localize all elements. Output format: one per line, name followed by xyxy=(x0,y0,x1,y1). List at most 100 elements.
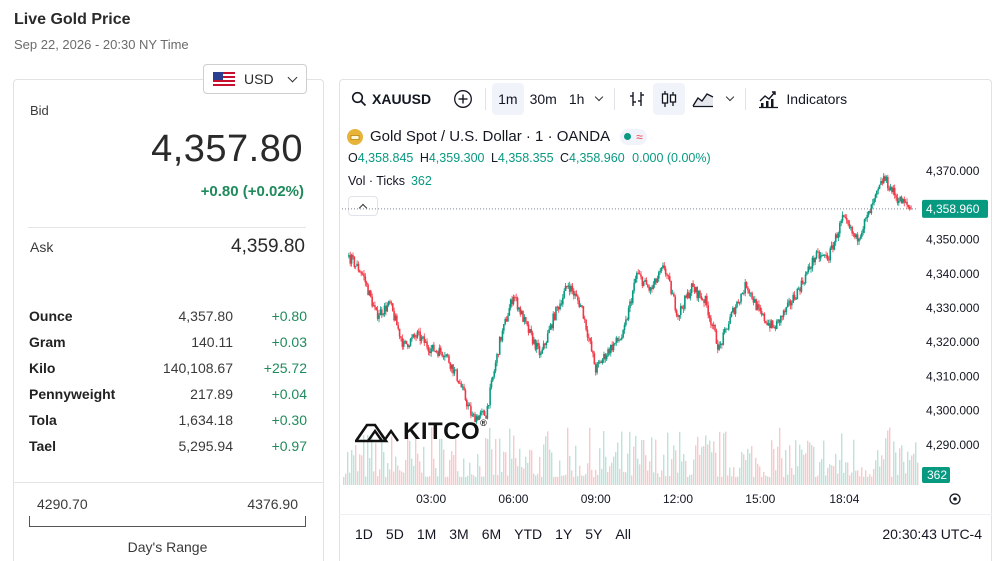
volume-bar xyxy=(415,433,417,485)
bar-type-button[interactable] xyxy=(621,83,653,115)
indicators-button[interactable]: Indicators xyxy=(752,83,853,115)
candle-body xyxy=(574,293,576,296)
volume-bar xyxy=(847,462,849,485)
unit-name: Tael xyxy=(29,438,56,454)
range-3m[interactable]: 3M xyxy=(449,526,469,542)
volume-bar xyxy=(775,470,777,485)
candle-body xyxy=(594,364,597,373)
volume-bar xyxy=(661,470,663,485)
candle-body xyxy=(881,181,884,184)
candle-body xyxy=(854,233,856,238)
volume-bar xyxy=(575,445,577,485)
candle-body xyxy=(678,315,681,318)
volume-bar xyxy=(683,454,685,485)
candle-body xyxy=(778,319,781,323)
chart-type-dropdown[interactable] xyxy=(721,83,739,115)
candle-body xyxy=(610,344,612,354)
candle-body xyxy=(541,349,544,354)
candle-body xyxy=(352,254,354,258)
interval-dropdown[interactable] xyxy=(590,83,608,115)
candle-body xyxy=(677,315,679,318)
candle-body xyxy=(479,412,482,416)
candle-body xyxy=(834,234,837,243)
volume-bar xyxy=(623,471,625,485)
range-6m[interactable]: 6M xyxy=(481,526,502,542)
volume-bar xyxy=(459,476,461,485)
plus-circle-icon xyxy=(454,90,473,108)
candle-body xyxy=(515,297,517,299)
candle-body xyxy=(455,369,457,371)
candle-body xyxy=(688,292,690,299)
range-5y[interactable]: 5Y xyxy=(585,526,603,542)
candle-body xyxy=(671,293,674,295)
volume-bar xyxy=(539,456,541,485)
candle-body xyxy=(529,329,531,333)
candles-type-button[interactable] xyxy=(653,83,686,115)
interval-30m[interactable]: 30m xyxy=(529,91,557,107)
volume-bar xyxy=(665,475,667,485)
volume-bar xyxy=(711,452,713,485)
candle-body xyxy=(619,339,622,341)
collapse-legend-button[interactable] xyxy=(348,196,378,216)
area-type-button[interactable] xyxy=(685,83,721,115)
candle-body xyxy=(697,290,700,299)
volume-bar xyxy=(765,475,767,485)
candle-body xyxy=(428,351,431,354)
candle-body xyxy=(408,345,410,348)
volume-bar xyxy=(401,471,403,485)
candle-body xyxy=(689,292,692,299)
volume-bar xyxy=(475,476,477,485)
range-5d[interactable]: 5D xyxy=(385,526,404,542)
volume-bar xyxy=(893,441,895,485)
volume-bar xyxy=(905,473,907,485)
range-1m[interactable]: 1M xyxy=(416,526,437,542)
volume-bar xyxy=(799,444,801,485)
range-1d[interactable]: 1D xyxy=(355,526,373,542)
chart-clock[interactable]: 20:30:43 UTC-4 xyxy=(882,526,982,542)
interval-1h[interactable]: 1h xyxy=(568,91,585,107)
candle-body xyxy=(907,204,910,207)
volume-bar xyxy=(519,448,521,485)
volume-bar xyxy=(787,474,789,485)
candle-body xyxy=(413,334,416,337)
candle-body xyxy=(679,306,682,316)
candle-body xyxy=(652,284,655,289)
volume-bar xyxy=(897,474,899,485)
candle-body xyxy=(581,305,583,307)
candle-body xyxy=(803,283,805,284)
interval-1m[interactable]: 1m xyxy=(492,83,524,115)
candle-body xyxy=(390,302,393,304)
symbol-search[interactable]: XAUUSD xyxy=(345,83,437,115)
candle-body xyxy=(505,318,508,322)
volume-bar xyxy=(871,476,873,485)
candle-body xyxy=(844,216,847,218)
volume-bar xyxy=(725,431,727,485)
volume-bar xyxy=(639,464,641,485)
volume-bar xyxy=(851,472,853,485)
volume-bar xyxy=(469,462,471,485)
candle-body xyxy=(668,276,671,282)
volume-bar xyxy=(383,452,385,485)
candle-body xyxy=(733,307,736,314)
volume-bar xyxy=(899,448,901,485)
volume-bar xyxy=(889,427,891,485)
range-all[interactable]: All xyxy=(615,526,631,542)
volume-bar xyxy=(509,428,511,485)
candle-body xyxy=(467,404,469,407)
price-chart[interactable]: 4,370.000 4,350.000 4,340.000 4,330.000 4,32… xyxy=(340,140,992,515)
candle-body xyxy=(737,301,740,304)
compare-button[interactable] xyxy=(447,83,479,115)
chart-toolbar: XAUUSD 1m 30m 1h xyxy=(339,79,992,119)
range-1y[interactable]: 1Y xyxy=(555,526,573,542)
volume-bar xyxy=(717,476,719,485)
volume-bar xyxy=(453,455,455,485)
candle-body xyxy=(378,315,380,319)
candle-body xyxy=(762,313,764,315)
candle-body xyxy=(412,334,415,338)
currency-select[interactable]: USD xyxy=(203,64,307,94)
candle-body xyxy=(449,362,452,369)
candle-body xyxy=(663,265,666,269)
volume-bar xyxy=(441,438,443,485)
volume-bar xyxy=(361,455,363,485)
range-ytd[interactable]: YTD xyxy=(514,526,543,542)
